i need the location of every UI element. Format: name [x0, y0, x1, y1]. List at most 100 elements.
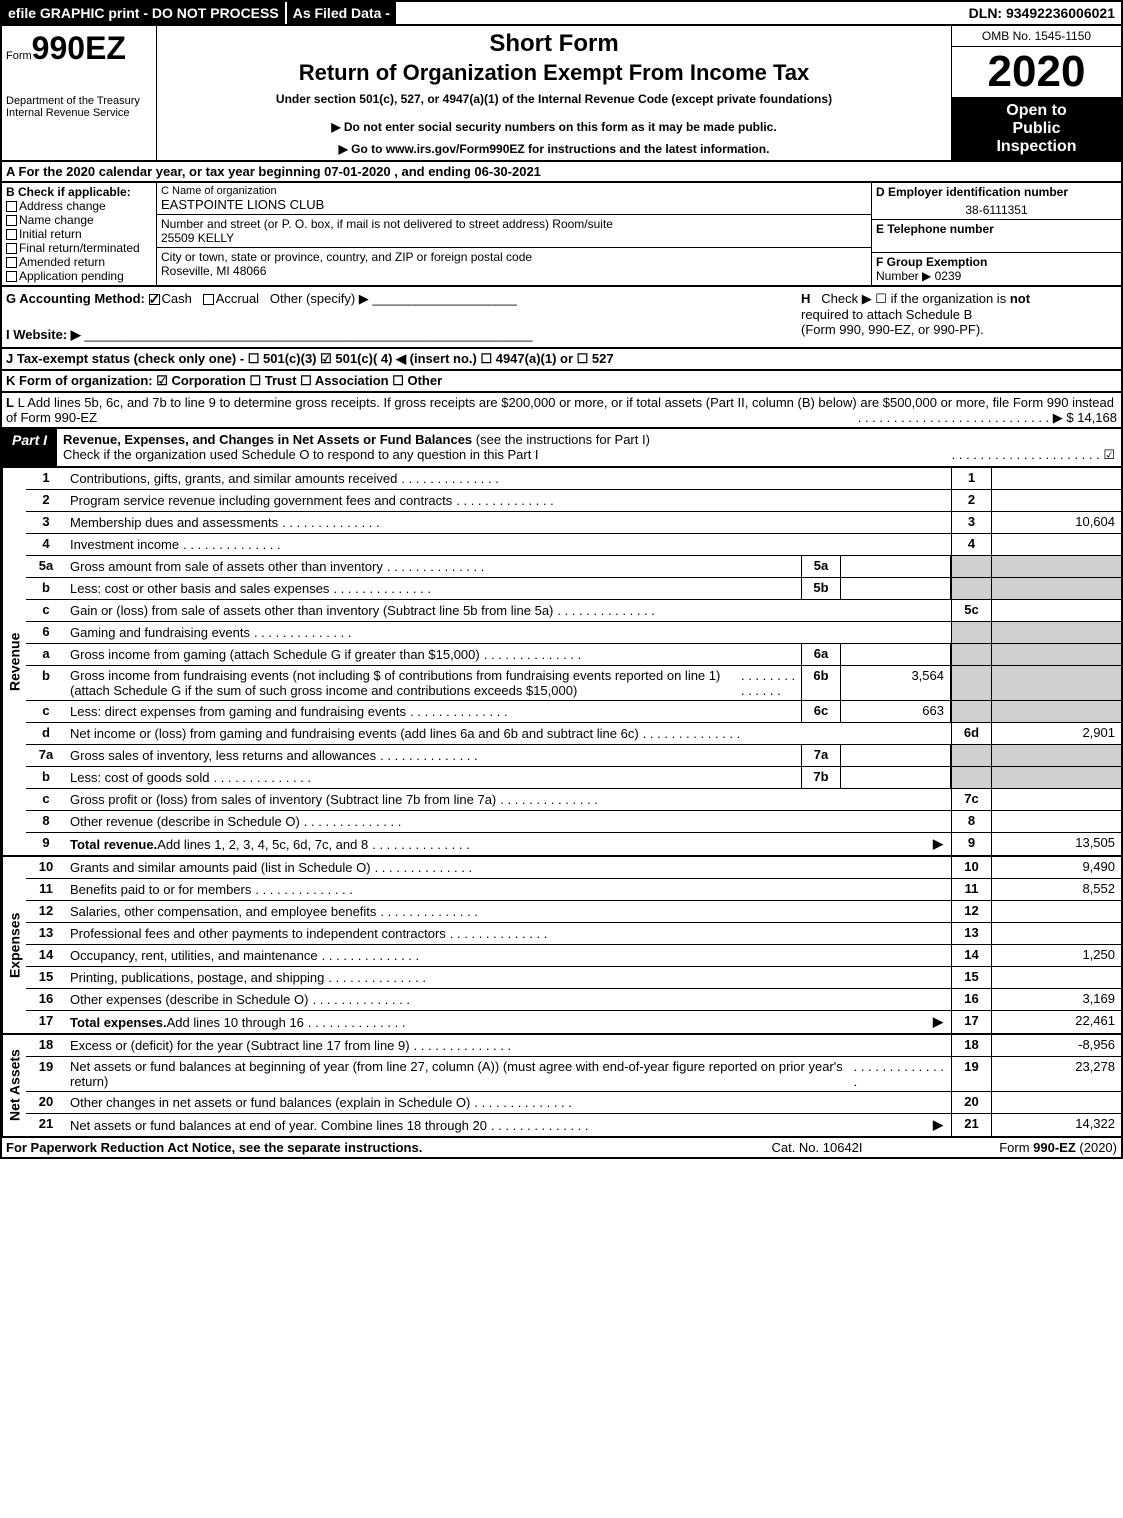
line-desc: Occupancy, rent, utilities, and maintena…	[66, 945, 951, 966]
table-row: bLess: cost of goods sold . . . . . . . …	[26, 767, 1121, 789]
right-line-num: 21	[951, 1114, 991, 1136]
line-desc: Salaries, other compensation, and employ…	[66, 901, 951, 922]
line-desc: Other revenue (describe in Schedule O) .…	[66, 811, 951, 832]
right-line-val: 22,461	[991, 1011, 1121, 1033]
c-city-val: Roseville, MI 48066	[161, 264, 867, 278]
chk-amended[interactable]: Amended return	[6, 255, 152, 269]
right-line-num: 9	[951, 833, 991, 855]
right-line-num	[951, 556, 991, 577]
part-i-check: Check if the organization used Schedule …	[63, 447, 539, 462]
line-number: 18	[26, 1035, 66, 1056]
right-line-num: 19	[951, 1057, 991, 1091]
right-line-val	[991, 901, 1121, 922]
irs-label: Internal Revenue Service	[6, 107, 152, 119]
table-row: 7aGross sales of inventory, less returns…	[26, 745, 1121, 767]
h-label: H	[801, 291, 810, 306]
chk-cash-icon[interactable]	[149, 294, 160, 305]
g-row: G Accounting Method: Cash Accrual Other …	[6, 291, 797, 307]
chk-address[interactable]: Address change	[6, 199, 152, 213]
right-line-val	[991, 490, 1121, 511]
table-row: 8Other revenue (describe in Schedule O) …	[26, 811, 1121, 833]
right-line-val: 9,490	[991, 857, 1121, 878]
as-filed-label: As Filed Data -	[285, 2, 396, 24]
right-line-val: 23,278	[991, 1057, 1121, 1091]
right-line-num: 8	[951, 811, 991, 832]
table-row: 20Other changes in net assets or fund ba…	[26, 1092, 1121, 1114]
right-line-val: 2,901	[991, 723, 1121, 744]
table-row: 10Grants and similar amounts paid (list …	[26, 857, 1121, 879]
footer-left: For Paperwork Reduction Act Notice, see …	[6, 1140, 717, 1155]
col-b: B Check if applicable: Address change Na…	[2, 183, 157, 285]
line-desc: Grants and similar amounts paid (list in…	[66, 857, 951, 878]
line-desc: Less: direct expenses from gaming and fu…	[66, 701, 801, 722]
top-bar: efile GRAPHIC print - DO NOT PROCESS As …	[0, 0, 1123, 24]
line-number: 6	[26, 622, 66, 643]
chk-pending[interactable]: Application pending	[6, 269, 152, 283]
right-line-num: 1	[951, 468, 991, 489]
line-number: c	[26, 701, 66, 722]
efile-label: efile GRAPHIC print - DO NOT PROCESS	[2, 2, 285, 24]
dln-label: DLN: 93492236006021	[963, 2, 1121, 24]
dept-label: Department of the Treasury	[6, 95, 152, 107]
open-line1: Open to	[956, 102, 1117, 120]
c-name: C Name of organization EASTPOINTE LIONS …	[157, 183, 871, 215]
g-accrual: Accrual	[216, 291, 259, 306]
c-name-val: EASTPOINTE LIONS CLUB	[161, 197, 867, 212]
footer-mid: Cat. No. 10642I	[717, 1140, 917, 1155]
inner-line-val	[841, 578, 951, 599]
line-number: 4	[26, 534, 66, 555]
footer-right: Form 990-EZ (2020)	[917, 1140, 1117, 1155]
e-label: E Telephone number	[876, 222, 1117, 236]
table-row: 11Benefits paid to or for members . . . …	[26, 879, 1121, 901]
line-number: 7a	[26, 745, 66, 766]
line-desc: Gross income from fundraising events (no…	[66, 666, 801, 700]
table-row: 9Total revenue. Add lines 1, 2, 3, 4, 5c…	[26, 833, 1121, 855]
netassets-section: Net Assets 18Excess or (deficit) for the…	[0, 1035, 1123, 1138]
right-line-num: 5c	[951, 600, 991, 621]
line-number: 21	[26, 1114, 66, 1136]
line-number: 16	[26, 989, 66, 1010]
c-addr-val: 25509 KELLY	[161, 231, 867, 245]
line-desc: Total revenue. Add lines 1, 2, 3, 4, 5c,…	[66, 833, 951, 855]
part-i-label: Part I	[2, 429, 57, 466]
line-desc: Professional fees and other payments to …	[66, 923, 951, 944]
right-line-val	[991, 600, 1121, 621]
line-desc: Gross profit or (loss) from sales of inv…	[66, 789, 951, 810]
right-line-num	[951, 578, 991, 599]
expenses-rows: 10Grants and similar amounts paid (list …	[26, 857, 1121, 1033]
line-desc: Less: cost of goods sold . . . . . . . .…	[66, 767, 801, 788]
line-number: b	[26, 578, 66, 599]
table-row: 16Other expenses (describe in Schedule O…	[26, 989, 1121, 1011]
line-desc: Gross amount from sale of assets other t…	[66, 556, 801, 577]
d-val: 38-6111351	[876, 203, 1117, 217]
line-number: 13	[26, 923, 66, 944]
line-desc: Other expenses (describe in Schedule O) …	[66, 989, 951, 1010]
c-addr-label: Number and street (or P. O. box, if mail…	[161, 217, 867, 231]
table-row: 6Gaming and fundraising events . . . . .…	[26, 622, 1121, 644]
line-number: 8	[26, 811, 66, 832]
right-line-num: 3	[951, 512, 991, 533]
header-right: OMB No. 1545-1150 2020 Open to Public In…	[951, 26, 1121, 160]
row-j: J Tax-exempt status (check only one) - ☐…	[0, 349, 1123, 371]
right-line-val: 1,250	[991, 945, 1121, 966]
line-desc: Gain or (loss) from sale of assets other…	[66, 600, 951, 621]
table-row: cGain or (loss) from sale of assets othe…	[26, 600, 1121, 622]
col-cde: C Name of organization EASTPOINTE LIONS …	[157, 183, 871, 285]
right-line-num	[951, 745, 991, 766]
line-number: b	[26, 767, 66, 788]
inner-line-num: 5a	[801, 556, 841, 577]
k-text: K Form of organization: ☑ Corporation ☐ …	[6, 373, 442, 388]
right-line-num	[951, 701, 991, 722]
chk-accrual-icon[interactable]	[203, 294, 214, 305]
f-grp: F Group Exemption Number ▶ 0239	[872, 253, 1121, 285]
right-line-num: 20	[951, 1092, 991, 1113]
under-section: Under section 501(c), 527, or 4947(a)(1)…	[161, 92, 947, 106]
chk-name[interactable]: Name change	[6, 213, 152, 227]
inner-line-val	[841, 556, 951, 577]
chk-final[interactable]: Final return/terminated	[6, 241, 152, 255]
chk-initial[interactable]: Initial return	[6, 227, 152, 241]
table-row: 2Program service revenue including gover…	[26, 490, 1121, 512]
line-number: 15	[26, 967, 66, 988]
goto-line: ▶ Go to www.irs.gov/Form990EZ for instru…	[161, 142, 947, 156]
right-line-num	[951, 767, 991, 788]
